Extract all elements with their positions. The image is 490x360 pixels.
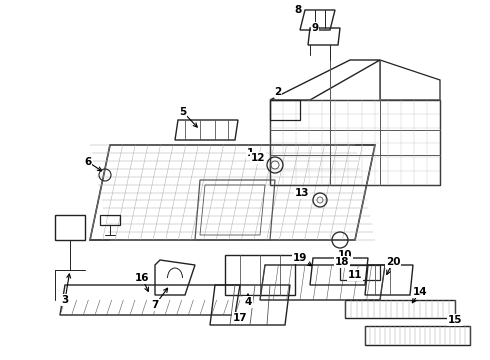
Text: 12: 12 [251, 153, 265, 163]
Text: 7: 7 [151, 300, 159, 310]
Text: 6: 6 [84, 157, 92, 167]
Text: 10: 10 [338, 250, 352, 260]
Text: 1: 1 [246, 148, 254, 158]
Text: 17: 17 [233, 313, 247, 323]
Text: 20: 20 [386, 257, 400, 267]
Text: 9: 9 [312, 23, 318, 33]
Text: 14: 14 [413, 287, 427, 297]
Text: 18: 18 [335, 257, 349, 267]
Text: 4: 4 [245, 297, 252, 307]
Text: 16: 16 [135, 273, 149, 283]
Text: 19: 19 [293, 253, 307, 263]
Text: 3: 3 [61, 295, 69, 305]
Text: 2: 2 [274, 87, 282, 97]
Text: 5: 5 [179, 107, 187, 117]
Text: 8: 8 [294, 5, 302, 15]
Text: 15: 15 [448, 315, 462, 325]
Text: 11: 11 [348, 270, 362, 280]
Text: 13: 13 [295, 188, 309, 198]
